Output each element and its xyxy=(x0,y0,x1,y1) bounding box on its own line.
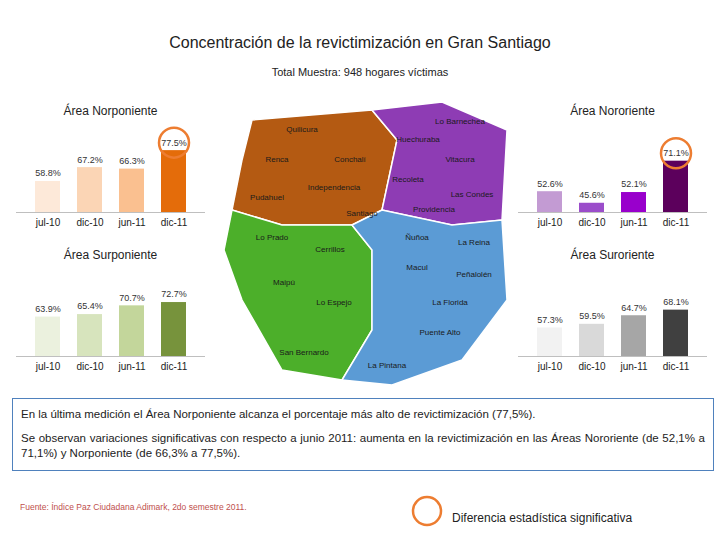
html-text:Total Muestra: 948 hogares víc: Total Muestra: 948 hogares víctimas xyxy=(271,66,449,78)
svg-text:La Florida: La Florida xyxy=(432,298,468,307)
svg-text:jun-11: jun-11 xyxy=(117,217,145,228)
svg-text:Independencia: Independencia xyxy=(308,183,361,192)
svg-text:jul-10: jul-10 xyxy=(537,217,563,228)
svg-text:Renca: Renca xyxy=(265,155,289,164)
html-text:En la última medición el Área: En la última medición el Área Norponient… xyxy=(21,408,536,420)
svg-text:68.1%: 68.1% xyxy=(663,297,689,307)
svg-text:dic-10: dic-10 xyxy=(76,217,104,228)
svg-text:52.6%: 52.6% xyxy=(537,179,563,189)
svg-text:72.7%: 72.7% xyxy=(161,289,187,299)
svg-text:jul-10: jul-10 xyxy=(537,361,563,372)
svg-text:45.6%: 45.6% xyxy=(579,190,605,200)
svg-text:Ñuñoa: Ñuñoa xyxy=(405,233,429,242)
svg-text:67.2%: 67.2% xyxy=(77,155,103,165)
svg-text:dic-10: dic-10 xyxy=(578,361,606,372)
svg-text:Huechuraba: Huechuraba xyxy=(396,135,440,144)
svg-text:71.1%: 71.1% xyxy=(663,148,689,158)
svg-text:58.8%: 58.8% xyxy=(35,168,61,178)
html-text:Área Norponiente: Área Norponiente xyxy=(63,104,158,118)
svg-text:San Bernardo: San Bernardo xyxy=(279,348,329,357)
svg-text:77.5%: 77.5% xyxy=(161,138,187,148)
svg-text:Lo Espejo: Lo Espejo xyxy=(316,298,352,307)
svg-text:Recoleta: Recoleta xyxy=(392,175,424,184)
svg-text:64.7%: 64.7% xyxy=(621,303,647,313)
svg-text:Santiago: Santiago xyxy=(346,209,378,218)
svg-text:59.5%: 59.5% xyxy=(579,311,605,321)
svg-text:Lo Prado: Lo Prado xyxy=(256,233,289,242)
html-text:Área Suroriente: Área Suroriente xyxy=(570,248,655,262)
svg-text:52.1%: 52.1% xyxy=(621,179,647,189)
svg-text:Lo Barnechea: Lo Barnechea xyxy=(435,117,485,126)
svg-text:Las Condes: Las Condes xyxy=(451,190,494,199)
svg-text:dic-11: dic-11 xyxy=(161,217,188,228)
svg-text:Pudahuel: Pudahuel xyxy=(250,193,284,202)
svg-text:Quilicura: Quilicura xyxy=(286,125,318,134)
svg-text:63.9%: 63.9% xyxy=(35,304,61,314)
svg-text:dic-11: dic-11 xyxy=(663,217,690,228)
svg-text:Maipú: Maipú xyxy=(273,278,295,287)
svg-text:Peñalolén: Peñalolén xyxy=(456,270,492,279)
svg-text:jul-10: jul-10 xyxy=(35,217,61,228)
svg-text:Vitacura: Vitacura xyxy=(445,155,475,164)
svg-text:Conchalí: Conchalí xyxy=(334,155,366,164)
svg-text:jun-11: jun-11 xyxy=(619,217,647,228)
html-text:Se observan variaciones signif: Se observan variaciones significativas c… xyxy=(21,431,705,459)
svg-text:66.3%: 66.3% xyxy=(119,156,145,166)
svg-text:La Pintana: La Pintana xyxy=(368,361,407,370)
svg-text:jul-10: jul-10 xyxy=(35,361,61,372)
svg-text:dic-11: dic-11 xyxy=(663,361,690,372)
svg-text:dic-11: dic-11 xyxy=(161,361,188,372)
html-text:Área Surponiente: Área Surponiente xyxy=(63,248,158,262)
html-text:Diferencia estadística signifi: Diferencia estadística significativa xyxy=(452,511,633,525)
svg-text:Cerrillos: Cerrillos xyxy=(315,245,344,254)
svg-text:La Reina: La Reina xyxy=(458,238,491,247)
svg-text:65.4%: 65.4% xyxy=(77,301,103,311)
html-text:Área Nororiente: Área Nororiente xyxy=(570,104,655,118)
svg-text:57.3%: 57.3% xyxy=(537,315,563,325)
svg-text:jun-11: jun-11 xyxy=(619,361,647,372)
svg-text:jun-11: jun-11 xyxy=(117,361,145,372)
svg-text:70.7%: 70.7% xyxy=(119,293,145,303)
html-text:Fuente: Índice Paz Ciudadana A: Fuente: Índice Paz Ciudadana Adimark, 2d… xyxy=(20,502,247,512)
svg-text:dic-10: dic-10 xyxy=(76,361,104,372)
svg-text:Puente Alto: Puente Alto xyxy=(420,328,461,337)
svg-text:Providencia: Providencia xyxy=(413,205,455,214)
svg-text:Macul: Macul xyxy=(406,263,428,272)
html-text:Concentración de la revictimiz: Concentración de la revictimización en G… xyxy=(169,34,551,51)
svg-text:dic-10: dic-10 xyxy=(578,217,606,228)
